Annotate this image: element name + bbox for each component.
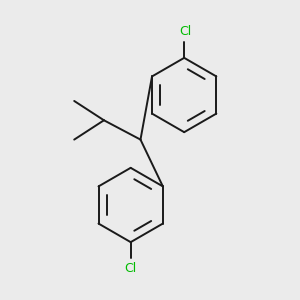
- Text: Cl: Cl: [179, 25, 192, 38]
- Text: Cl: Cl: [124, 262, 137, 275]
